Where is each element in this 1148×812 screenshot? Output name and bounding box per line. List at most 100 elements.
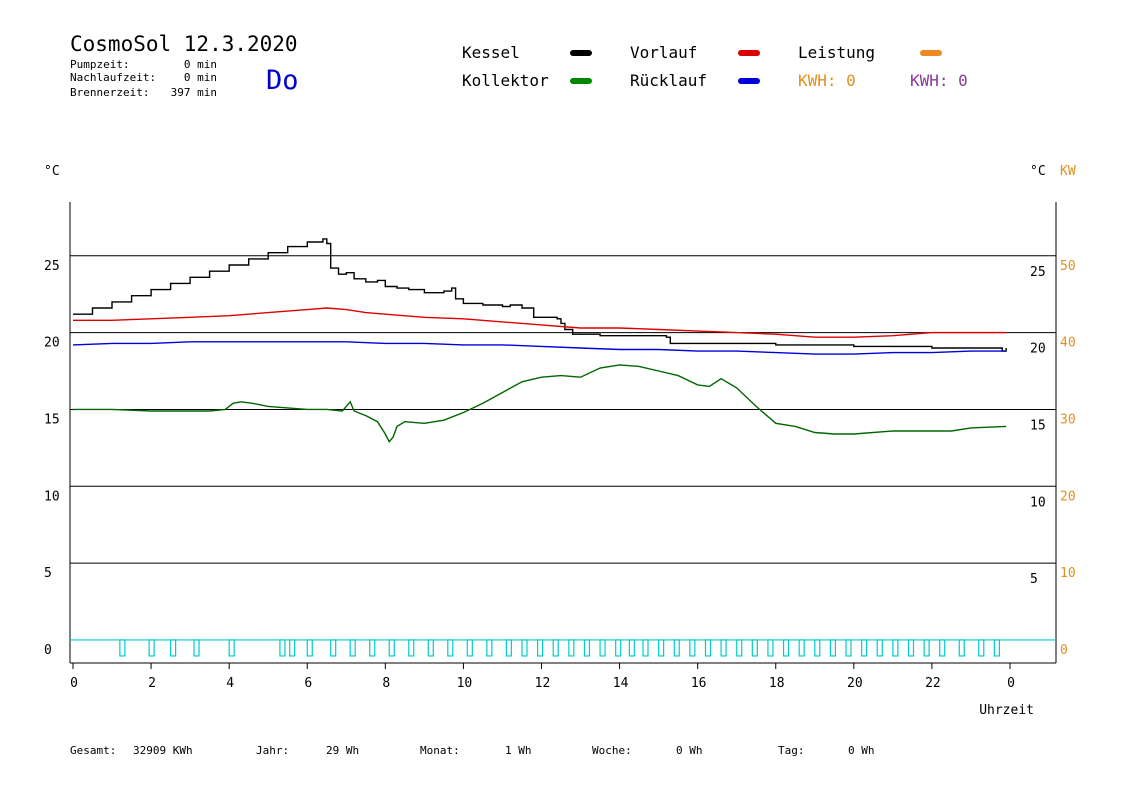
legend-label-vorlauf: Vorlauf <box>630 43 697 62</box>
pump-signal <box>70 639 1056 657</box>
x-tick-label: 0 <box>1007 676 1015 691</box>
x-tick-label: 18 <box>769 676 785 691</box>
pump-pulse <box>736 639 743 657</box>
x-axis-label: Uhrzeit <box>979 703 1034 718</box>
series-line-vorlauf <box>73 307 1007 338</box>
legend-label-leistung: Leistung <box>798 43 875 62</box>
pump-pulse <box>521 639 528 657</box>
y-right-tick-label: 15 <box>1030 418 1046 433</box>
pump-pulse <box>408 639 415 657</box>
pump-pulse <box>720 639 727 657</box>
pump-pulse <box>486 639 493 657</box>
kwh-purple-label: KWH: 0 <box>910 71 968 90</box>
y-right-tick-label: 25 <box>1030 265 1046 280</box>
pump-pulse <box>279 639 286 657</box>
pump-pulse <box>978 639 985 657</box>
footer-label-gesamt: Gesamt: <box>70 744 116 757</box>
legend-swatch-kessel <box>570 50 592 56</box>
right-axis-unit-kw: KW <box>1060 164 1076 179</box>
y-left-tick-label: 10 <box>44 489 60 504</box>
x-tick-label: 12 <box>535 676 551 691</box>
y-left-tick-label: 0 <box>44 643 52 658</box>
footer-label-tag: Tag: <box>778 744 805 757</box>
legend-swatch-kollektor <box>570 78 592 84</box>
left-axis-unit: °C <box>44 164 60 179</box>
weekday-label: Do <box>266 65 299 96</box>
pump-pulse <box>583 639 591 657</box>
pump-pulse <box>552 639 559 657</box>
pump-pulse <box>193 639 200 657</box>
y-left-tick-label: 20 <box>44 336 60 351</box>
info-block: Pumpzeit: 0 min Nachlaufzeit: 0 min Bren… <box>70 58 217 99</box>
pump-pulse <box>767 639 774 657</box>
y-right-kw-tick-label: 20 <box>1060 489 1076 504</box>
series-group <box>72 238 1007 443</box>
x-tick-label: 22 <box>925 676 941 691</box>
legend-swatch-leistung <box>920 50 942 56</box>
pump-pulse <box>505 639 512 657</box>
pump-pulse <box>923 639 930 657</box>
pump-pulse <box>289 639 296 657</box>
pump-pulse <box>306 639 313 657</box>
legend-label-ruecklauf: Rücklauf <box>630 71 707 90</box>
legend: Kessel Vorlauf Leistung Kollektor Rückla… <box>462 43 968 90</box>
series-line-rcklauf <box>72 341 1007 355</box>
info-value-brennerzeit: 397 min <box>171 86 217 99</box>
pump-pulse <box>993 639 1000 657</box>
legend-swatch-vorlauf <box>738 50 760 56</box>
grid-lines <box>70 255 1056 641</box>
info-label-pumpzeit: Pumpzeit: <box>70 58 130 71</box>
pump-pulse <box>658 639 665 657</box>
chart-title: CosmoSol 12.3.2020 <box>70 32 298 56</box>
y-left-tick-label: 25 <box>44 259 60 274</box>
pump-pulse <box>845 639 852 657</box>
pump-pulse <box>798 639 805 657</box>
pump-pulse <box>628 639 635 657</box>
pump-pulse <box>349 639 356 657</box>
y-right-kw-tick-label: 10 <box>1060 566 1076 581</box>
pump-pulse <box>330 639 337 657</box>
pump-pulse <box>447 639 454 657</box>
pump-pulse <box>369 639 376 657</box>
pump-pulse <box>751 639 758 657</box>
y-right-tick-label: 5 <box>1030 572 1038 587</box>
legend-swatch-ruecklauf <box>738 78 760 84</box>
x-tick-label: 10 <box>457 676 473 691</box>
legend-label-kessel: Kessel <box>462 43 520 62</box>
tick-labels: 0 5 10 15 20 25 5 10 15 20 25 0 10 20 30 40 50 0 2 4 6 8 10 12 1… <box>44 259 1076 691</box>
axes <box>69 202 1057 669</box>
kwh-orange-label: KWH: 0 <box>798 71 856 90</box>
footer-value-woche: 0 Wh <box>676 744 703 757</box>
x-tick-label: 2 <box>148 676 156 691</box>
x-tick-label: 20 <box>847 676 863 691</box>
y-right-kw-tick-label: 0 <box>1060 643 1068 658</box>
footer-label-jahr: Jahr: <box>256 744 289 757</box>
pump-pulse <box>829 639 837 657</box>
footer-value-gesamt: 32909 KWh <box>133 744 193 757</box>
pump-pulse <box>814 639 821 657</box>
pump-pulse <box>599 639 606 657</box>
info-value-nachlaufzeit: 0 min <box>184 71 217 84</box>
series-line-kessel <box>73 238 1007 352</box>
pump-pulse <box>427 639 434 657</box>
pump-pulse <box>119 639 126 657</box>
x-tick-label: 0 <box>70 676 78 691</box>
footer-label-woche: Woche: <box>592 744 632 757</box>
pump-pulse <box>689 639 696 657</box>
pump-pulse <box>876 639 883 657</box>
x-tick-label: 8 <box>382 676 390 691</box>
pump-pulse <box>148 639 155 657</box>
pump-pulse <box>907 639 915 657</box>
pump-pulse <box>939 639 946 657</box>
footer-value-tag: 0 Wh <box>848 744 875 757</box>
right-axis-unit: °C <box>1030 164 1046 179</box>
pump-pulse <box>466 639 473 657</box>
pump-pulse <box>958 639 965 657</box>
pump-pulse <box>861 639 868 657</box>
x-tick-label: 6 <box>304 676 312 691</box>
info-label-nachlaufzeit: Nachlaufzeit: <box>70 71 156 84</box>
legend-label-kollektor: Kollektor <box>462 71 549 90</box>
y-right-tick-label: 20 <box>1030 342 1046 357</box>
pump-pulse <box>673 639 680 657</box>
